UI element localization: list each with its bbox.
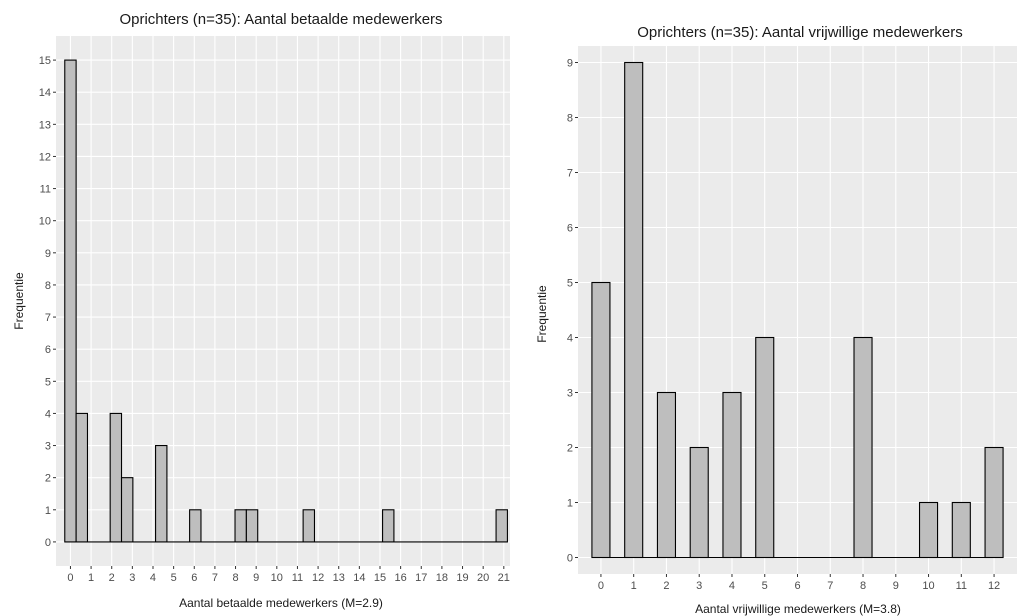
y-tick-label: 10 xyxy=(39,216,51,228)
x-tick-label: 17 xyxy=(415,572,427,584)
x-axis-volunteer: 0 1 2 3 4 5 6 7 8 9 10 11 12 xyxy=(598,574,1000,592)
x-tick-label: 11 xyxy=(292,572,303,584)
y-tick-label: 11 xyxy=(40,184,51,196)
x-tick-label: 3 xyxy=(696,580,702,592)
y-tick-label: 6 xyxy=(567,223,573,235)
y-tick-label: 8 xyxy=(45,280,51,292)
chart-title-paid: Oprichters (n=35): Aantal betaalde medew… xyxy=(119,11,442,28)
bar xyxy=(853,336,873,559)
x-tick-label: 16 xyxy=(395,572,407,584)
bar xyxy=(382,509,395,543)
bar xyxy=(951,501,971,559)
y-tick-label: 3 xyxy=(45,441,51,453)
bars-paid xyxy=(64,59,508,543)
x-tick-label: 18 xyxy=(436,572,448,584)
y-tick-label: 5 xyxy=(567,278,573,290)
x-tick-label: 10 xyxy=(271,572,283,584)
x-tick-label: 4 xyxy=(150,572,156,584)
bar xyxy=(189,509,202,543)
x-tick-label: 12 xyxy=(312,572,324,584)
x-tick-label: 2 xyxy=(109,572,115,584)
y-tick-label: 7 xyxy=(45,312,51,324)
y-tick-label: 8 xyxy=(567,113,573,125)
y-tick-label: 9 xyxy=(567,58,573,70)
x-tick-label: 15 xyxy=(374,572,386,584)
x-tick-label: 11 xyxy=(956,580,967,592)
x-tick-label: 9 xyxy=(253,572,259,584)
x-tick-label: 5 xyxy=(171,572,177,584)
x-tick-label: 0 xyxy=(67,572,73,584)
y-tick-label: 3 xyxy=(567,388,573,400)
y-tick-label: 2 xyxy=(45,473,51,485)
chart-volunteer-employees: Oprichters (n=35): Aantal vrijwillige me… xyxy=(535,24,1017,616)
bar xyxy=(109,412,123,543)
y-tick-label: 4 xyxy=(567,333,573,345)
bar xyxy=(302,509,316,543)
x-tick-label: 8 xyxy=(232,572,238,584)
bar xyxy=(64,59,77,543)
x-tick-label: 8 xyxy=(860,580,866,592)
y-tick-label: 1 xyxy=(567,498,573,510)
y-axis-title-volunteer: Frequentie xyxy=(535,285,549,343)
chart-paid-employees: Oprichters (n=35): Aantal betaalde medew… xyxy=(12,11,510,610)
x-tick-label: 21 xyxy=(498,572,510,584)
x-tick-label: 9 xyxy=(893,580,899,592)
x-tick-label: 6 xyxy=(794,580,800,592)
y-tick-label: 15 xyxy=(39,55,51,67)
y-tick-label: 6 xyxy=(45,344,51,356)
x-tick-label: 7 xyxy=(827,580,833,592)
bar xyxy=(624,61,644,559)
y-axis-volunteer: 0 1 2 3 4 5 6 7 8 9 xyxy=(567,58,578,565)
x-tick-label: 1 xyxy=(631,580,637,592)
y-tick-label: 1 xyxy=(45,505,51,517)
y-tick-label: 0 xyxy=(567,553,573,565)
x-tick-label: 7 xyxy=(212,572,218,584)
bar xyxy=(495,509,508,543)
y-tick-label: 13 xyxy=(39,119,51,131)
x-tick-label: 20 xyxy=(477,572,489,584)
bar xyxy=(120,477,134,543)
bars-volunteer xyxy=(591,61,1004,559)
x-tick-label: 3 xyxy=(129,572,135,584)
x-tick-label: 0 xyxy=(598,580,604,592)
chart-title-volunteer: Oprichters (n=35): Aantal vrijwillige me… xyxy=(637,24,963,41)
y-tick-label: 0 xyxy=(45,537,51,549)
bar xyxy=(234,509,247,543)
y-tick-label: 12 xyxy=(39,151,51,163)
y-tick-label: 9 xyxy=(45,248,51,260)
x-tick-label: 12 xyxy=(988,580,1000,592)
bar xyxy=(75,412,89,543)
x-tick-label: 13 xyxy=(333,572,345,584)
x-tick-label: 1 xyxy=(88,572,94,584)
bar xyxy=(918,501,939,559)
x-tick-label: 2 xyxy=(663,580,669,592)
x-tick-label: 10 xyxy=(922,580,934,592)
x-tick-label: 4 xyxy=(729,580,735,592)
y-tick-label: 2 xyxy=(567,443,573,455)
x-tick-label: 5 xyxy=(762,580,768,592)
bar xyxy=(591,281,611,559)
x-axis-title-volunteer: Aantal vrijwillige medewerkers (M=3.8) xyxy=(695,602,901,616)
x-tick-label: 14 xyxy=(353,572,365,584)
x-axis-paid: 0 1 2 3 4 5 6 7 8 9 10 11 12 13 14 15 16 17 18 19 20 21 xyxy=(67,566,510,584)
y-axis-title-paid: Frequentie xyxy=(12,272,26,330)
bar xyxy=(984,446,1004,559)
x-axis-title-paid: Aantal betaalde medewerkers (M=2.9) xyxy=(179,596,383,610)
bar xyxy=(155,444,168,543)
bar xyxy=(722,391,742,559)
bar xyxy=(689,446,709,559)
bar xyxy=(755,336,775,559)
y-tick-label: 5 xyxy=(45,376,51,388)
y-tick-label: 4 xyxy=(45,408,51,420)
x-tick-label: 6 xyxy=(191,572,197,584)
y-tick-label: 14 xyxy=(39,87,51,99)
x-tick-label: 19 xyxy=(456,572,468,584)
bar xyxy=(245,509,259,543)
bar xyxy=(656,391,677,559)
y-tick-label: 7 xyxy=(567,168,573,180)
